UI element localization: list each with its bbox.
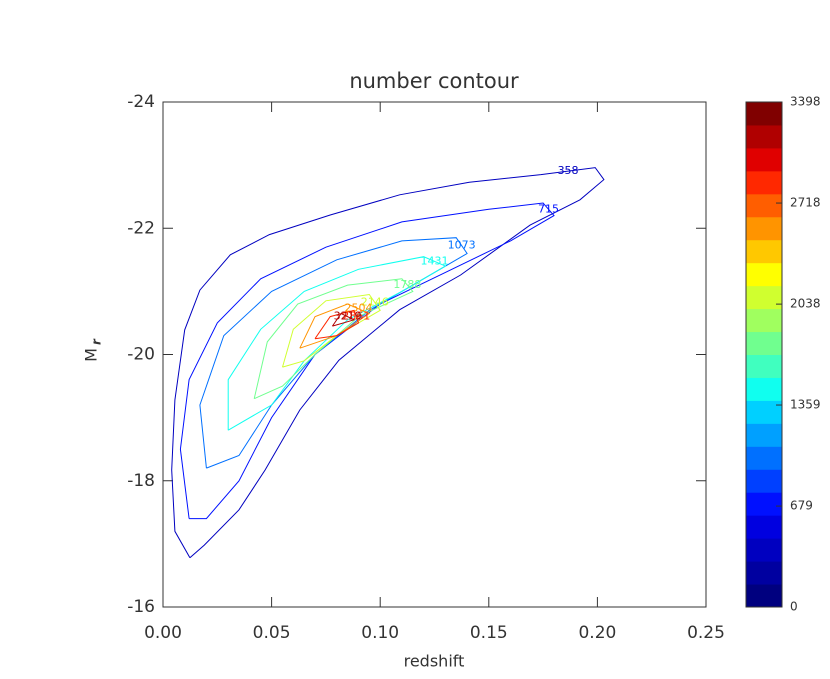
colorbar-band: [746, 239, 782, 264]
colorbar-band: [746, 124, 782, 149]
colorbar-band: [746, 584, 782, 608]
colorbar-band: [746, 308, 782, 333]
colorbar-tick-label: 679: [790, 499, 813, 513]
contour-line: [179, 202, 555, 520]
contour-label: 2146: [361, 295, 389, 308]
contour-line: [199, 237, 468, 469]
x-tick-label: 0.15: [470, 623, 508, 643]
colorbar-band: [746, 469, 782, 493]
contour-label: 1073: [448, 239, 476, 252]
y-tick-label: -20: [127, 345, 155, 365]
colorbar-band: [746, 193, 782, 218]
colorbar-band: [746, 492, 782, 516]
colorbar-band: [746, 377, 782, 401]
colorbar-tick-label: 2718: [790, 196, 821, 210]
chart-title: number contour: [349, 69, 519, 93]
colorbar-band: [746, 102, 782, 126]
colorbar-band: [746, 285, 782, 310]
y-tick-label: -16: [127, 597, 155, 617]
contour-label: 715: [538, 202, 559, 215]
contour-label: 1431: [421, 254, 449, 267]
x-tick-label: 0.00: [144, 623, 182, 643]
contour-line: [282, 293, 381, 368]
colorbar-tick-label: 2038: [790, 297, 821, 311]
y-axis-label-subscript: r: [90, 338, 104, 345]
contour-label: 358: [558, 164, 579, 177]
colorbar-tick-label: 3398: [790, 95, 821, 109]
contour-line: [314, 309, 360, 340]
colorbar-band: [746, 262, 782, 287]
contour-label: 3219: [334, 310, 362, 323]
colorbar-band: [746, 170, 782, 195]
x-tick-label: 0.20: [578, 623, 616, 643]
colorbar-band: [746, 331, 782, 355]
colorbar-band: [746, 561, 782, 585]
y-axis-label: M r: [82, 338, 104, 362]
x-axis-label: redshift: [404, 652, 465, 671]
colorbar-band: [746, 446, 782, 470]
contour-line: [253, 278, 414, 400]
colorbar-frame: [745, 101, 783, 608]
colorbar-band: [746, 400, 782, 424]
y-tick-label: -22: [127, 218, 155, 238]
colorbar-band: [746, 147, 782, 172]
contour-line: [331, 312, 356, 327]
colorbar-band: [746, 515, 782, 539]
contour-label: 2861: [342, 310, 370, 323]
colorbar-tick-label: 0: [790, 600, 798, 614]
colorbar-tick-label: 1359: [790, 398, 821, 412]
contour-label: 1788: [393, 278, 421, 291]
colorbar-band: [746, 423, 782, 447]
colorbar-band: [746, 354, 782, 378]
contour-line: [171, 167, 605, 559]
y-tick-label: -18: [127, 471, 155, 491]
contour-line: [227, 256, 447, 431]
y-axis-label-main: M: [82, 348, 101, 362]
x-tick-label: 0.25: [687, 623, 725, 643]
colorbar-band: [746, 538, 782, 562]
x-tick-label: 0.10: [361, 623, 399, 643]
y-tick-label: -24: [127, 92, 155, 112]
colorbar-band: [746, 216, 782, 241]
contour-line: [299, 303, 371, 349]
x-tick-label: 0.05: [253, 623, 291, 643]
